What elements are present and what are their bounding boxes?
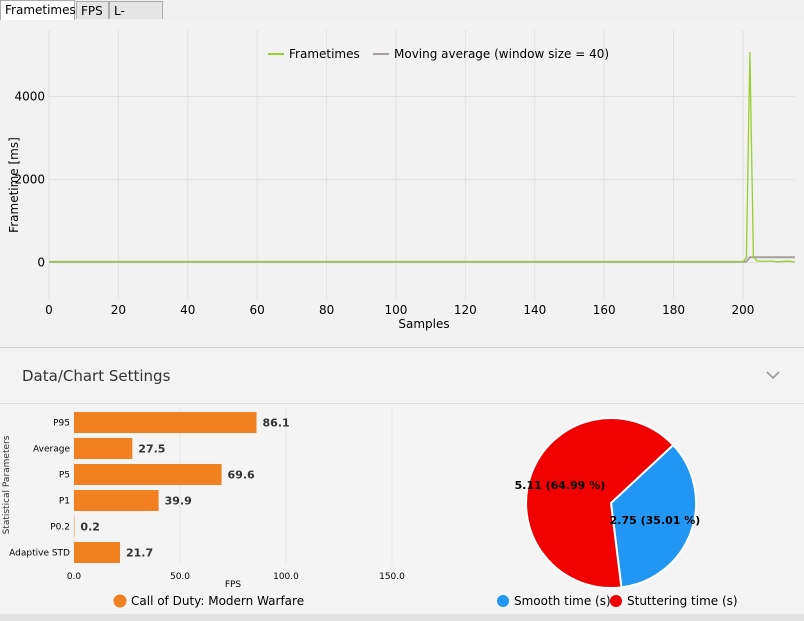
bar xyxy=(74,438,133,459)
footer-bar xyxy=(0,614,804,621)
x-tick-label: 80 xyxy=(319,303,334,317)
bar-value-label: 86.1 xyxy=(263,417,290,430)
y-tick-labels: 0 2000 4000 xyxy=(14,89,45,269)
tab-l-shape[interactable]: L-shape xyxy=(109,1,163,36)
pie-slice-smooth xyxy=(609,443,698,589)
pie-label-smooth: 2.75 (35.01 %) xyxy=(610,514,701,527)
x-tick-label: 20 xyxy=(111,303,126,317)
legend: Frametimes Moving average (window size =… xyxy=(268,47,609,61)
x-tick-label: 200 xyxy=(732,303,755,317)
bar xyxy=(74,412,257,433)
bar-legend-swatch xyxy=(113,594,127,608)
settings-title: Data/Chart Settings xyxy=(22,367,171,385)
x-tick-label: 120 xyxy=(454,303,477,317)
category-label: Average xyxy=(33,445,70,455)
bar-grid xyxy=(73,408,393,564)
bar-value-label: 21.7 xyxy=(126,547,153,560)
category-label: Adaptive STD xyxy=(9,549,70,559)
pie-slices xyxy=(525,417,698,589)
pie-legend-label-smooth: Smooth time (s) xyxy=(514,594,611,608)
x-tick-label: 100 xyxy=(385,303,408,317)
category-labels: P95 Average P5 P1 P0.2 Adaptive STD xyxy=(9,419,70,559)
bar-chart: P95 Average P5 P1 P0.2 Adaptive STD 86.1 27.5 6… xyxy=(2,408,405,608)
bar xyxy=(74,542,120,563)
y-tick-label: 0 xyxy=(37,256,45,270)
category-label: P95 xyxy=(53,419,70,429)
category-label: P1 xyxy=(59,497,70,507)
statistics-charts: P95 Average P5 P1 P0.2 Adaptive STD 86.1 27.5 6… xyxy=(2,408,738,608)
x-tick-labels: 0 20 40 60 80 100 120 140 160 180 200 xyxy=(45,303,754,317)
y-axis-label: Frametime [ms] xyxy=(7,137,21,233)
x-tick-label: 180 xyxy=(662,303,685,317)
bar-x-tick-label: 50.0 xyxy=(170,572,190,582)
x-tick-label: 0 xyxy=(45,303,53,317)
bar-y-axis-label: Statistical Parameters xyxy=(2,435,12,534)
pie-legend-label-stuttering: Stuttering time (s) xyxy=(627,594,738,608)
pie-slice-stuttering xyxy=(525,417,675,589)
category-label: P0.2 xyxy=(50,523,70,533)
x-tick-label: 140 xyxy=(523,303,546,317)
tab-fps[interactable]: FPS xyxy=(76,1,109,19)
bar-x-tick-label: 150.0 xyxy=(379,572,405,582)
bar-value-label: 39.9 xyxy=(165,495,192,508)
category-label: P5 xyxy=(59,471,70,481)
chevron-down-icon[interactable] xyxy=(764,366,782,384)
bar-value-label: 27.5 xyxy=(138,443,165,456)
frametimes-chart-panel: 0 20 40 60 80 100 120 140 160 180 200 0 2000 4000 Sa… xyxy=(0,20,804,348)
pie-labels: 2.75 (35.01 %) 5.11 (64.99 %) xyxy=(515,479,701,527)
bar-x-tick-label: 0.0 xyxy=(67,572,82,582)
x-tick-label: 160 xyxy=(593,303,616,317)
tab-bar: Frametimes FPS L-shape xyxy=(0,0,804,36)
bar-x-tick-label: 100.0 xyxy=(273,572,299,582)
plot-area xyxy=(49,30,795,300)
statistics-area: P95 Average P5 P1 P0.2 Adaptive STD 86.1 27.5 6… xyxy=(0,404,804,614)
bar-legend-label: Call of Duty: Modern Warfare xyxy=(131,594,304,608)
series-lines xyxy=(49,51,796,263)
legend-label-moving-average: Moving average (window size = 40) xyxy=(394,47,609,61)
bar-x-tick-labels: 0.0 50.0 100.0 150.0 xyxy=(67,572,405,582)
series-line-frametimes xyxy=(49,51,796,263)
bar-value-label: 69.6 xyxy=(228,469,255,482)
pie-label-stuttering: 5.11 (64.99 %) xyxy=(515,479,606,492)
legend-label-frametimes: Frametimes xyxy=(289,47,360,61)
pie-legend-swatch-stuttering xyxy=(610,595,622,607)
tab-frametimes[interactable]: Frametimes xyxy=(0,0,76,21)
pie-chart: 2.75 (35.01 %) 5.11 (64.99 %) Smooth time… xyxy=(497,417,738,608)
bars xyxy=(74,412,257,563)
pie-legend-swatch-smooth xyxy=(497,595,509,607)
bar-x-axis-label: FPS xyxy=(225,580,242,590)
frametimes-chart: 0 20 40 60 80 100 120 140 160 180 200 0 2000 4000 Sa… xyxy=(7,30,796,331)
bar-value-label: 0.2 xyxy=(80,521,100,534)
x-axis-label: Samples xyxy=(398,317,449,331)
value-labels: 86.1 27.5 69.6 39.9 0.2 21.7 xyxy=(80,417,289,560)
bar xyxy=(74,490,159,511)
x-tick-label: 60 xyxy=(250,303,265,317)
data-chart-settings-header[interactable]: Data/Chart Settings xyxy=(0,349,804,404)
bar xyxy=(74,464,222,485)
y-tick-label: 2000 xyxy=(14,173,45,187)
y-tick-label: 4000 xyxy=(14,89,45,103)
x-tick-label: 40 xyxy=(180,303,195,317)
